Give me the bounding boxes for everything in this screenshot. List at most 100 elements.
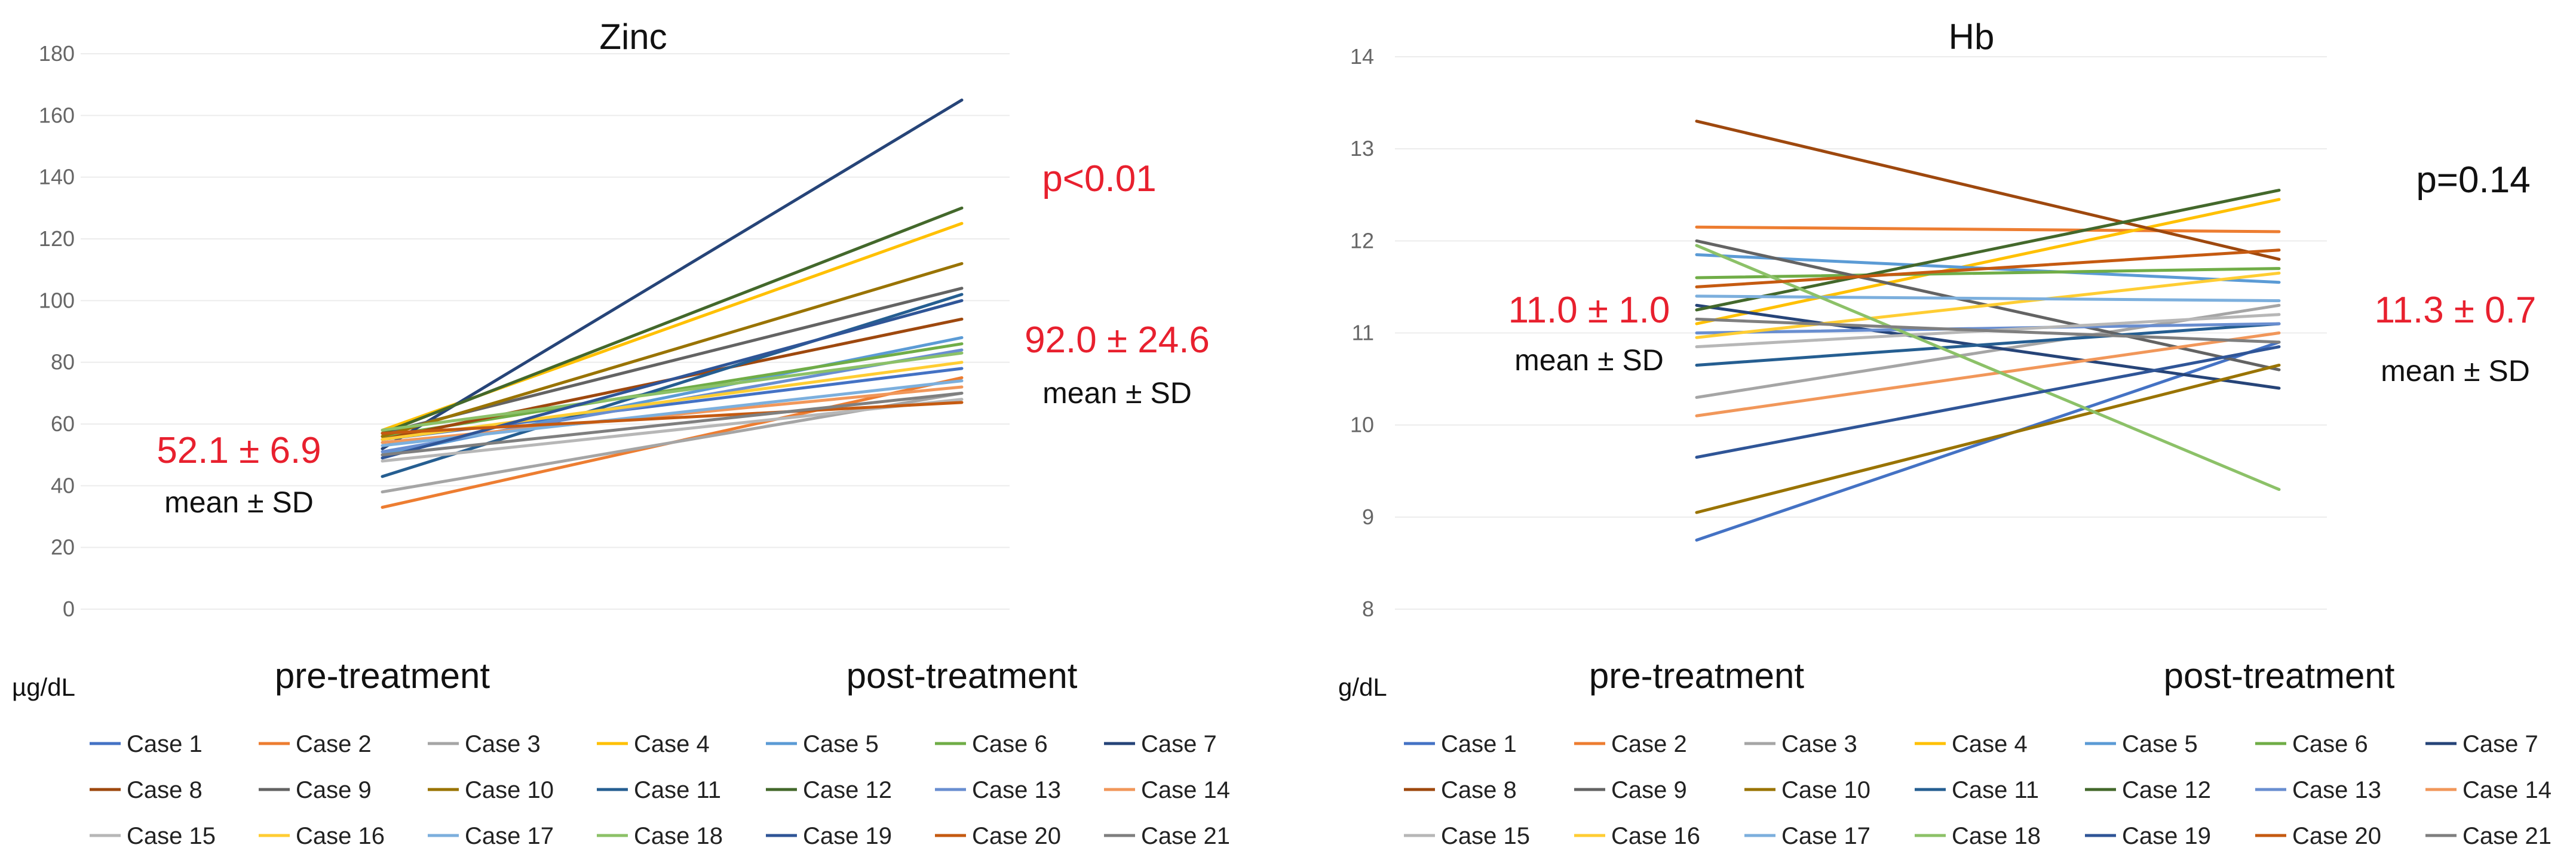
legend-item: Case 6 — [935, 731, 1048, 757]
series-line-case-15 — [381, 398, 964, 463]
series-line-case-4 — [1695, 198, 2281, 325]
legend-label: Case 6 — [2292, 731, 2368, 757]
y-tick-label: 160 — [39, 103, 75, 127]
legend-item: Case 9 — [1574, 777, 1687, 803]
series-line-case-6 — [1695, 267, 2281, 279]
legend-label: Case 5 — [803, 731, 879, 757]
post-mean-sd-value: 11.3 ± 0.7 — [2375, 290, 2537, 331]
legend-label: Case 12 — [2122, 777, 2211, 803]
legend-label: Case 14 — [1141, 777, 1230, 803]
post-mean-sd-label: mean ± SD — [2381, 354, 2530, 388]
legend-item: Case 9 — [259, 777, 372, 803]
chart-title: Zinc — [599, 17, 667, 57]
legend-label: Case 7 — [2462, 731, 2538, 757]
y-tick-label: 80 — [51, 350, 75, 374]
legend-item: Case 21 — [2425, 823, 2552, 849]
legend-item: Case 21 — [1104, 823, 1230, 849]
legend-item: Case 8 — [1404, 777, 1517, 803]
legend-item: Case 5 — [766, 731, 879, 757]
series-line-case-21 — [1695, 317, 2281, 344]
legend-label: Case 3 — [1781, 731, 1857, 757]
legend-label: Case 18 — [634, 823, 723, 849]
pre-mean-sd-label: mean ± SD — [1514, 343, 1664, 377]
legend-label: Case 21 — [2462, 823, 2552, 849]
y-tick-label: 140 — [39, 165, 75, 189]
legend-label: Case 15 — [1441, 823, 1530, 849]
legend-item: Case 10 — [428, 777, 554, 803]
p-value: p<0.01 — [1042, 158, 1156, 199]
legend-item: Case 3 — [428, 731, 541, 757]
series-line-case-7 — [1695, 303, 2281, 390]
legend-item: Case 20 — [2255, 823, 2381, 849]
y-tick-label: 20 — [51, 535, 75, 560]
series-line-case-8 — [1695, 119, 2281, 261]
legend-label: Case 1 — [127, 731, 203, 757]
category-label-post: post-treatment — [2164, 656, 2395, 696]
series-line-case-20 — [1695, 248, 2281, 288]
y-tick-label: 10 — [1350, 413, 1374, 437]
series-line-case-16 — [381, 361, 964, 441]
legend-label: Case 3 — [465, 731, 541, 757]
legend-label: Case 7 — [1141, 731, 1217, 757]
series-line-case-18 — [1695, 244, 2281, 492]
legend-label: Case 9 — [1611, 777, 1687, 803]
legend-item: Case 8 — [90, 777, 203, 803]
series-line-case-14 — [1695, 331, 2281, 417]
series-line-case-18 — [381, 351, 964, 432]
series-line-case-6 — [381, 342, 964, 438]
category-label-post: post-treatment — [847, 656, 1078, 696]
legend-label: Case 9 — [296, 777, 372, 803]
legend-item: Case 15 — [90, 823, 216, 849]
legend-label: Case 1 — [1441, 731, 1517, 757]
series-line-case-21 — [381, 391, 964, 457]
y-tick-label: 120 — [39, 226, 75, 251]
legend-item: Case 18 — [597, 823, 723, 849]
series-line-case-17 — [381, 379, 964, 447]
legend-item: Case 5 — [2085, 731, 2198, 757]
chart-0: Zinc 0 20 40 60 80 100 120 140 160 180 µg/dL pre-tre… — [12, 17, 1230, 849]
y-tick-label: 8 — [1362, 597, 1374, 621]
legend-label: Case 8 — [1441, 777, 1517, 803]
legend-label: Case 10 — [465, 777, 554, 803]
y-axis-unit: g/dL — [1338, 673, 1387, 701]
legend-label: Case 8 — [127, 777, 203, 803]
legend-label: Case 10 — [1781, 777, 1870, 803]
y-tick-label: 0 — [63, 597, 75, 621]
legend-item: Case 17 — [428, 823, 554, 849]
series-line-case-19 — [381, 299, 964, 460]
legend-label: Case 17 — [465, 823, 554, 849]
y-tick-label: 12 — [1350, 228, 1374, 253]
pre-mean-sd-label: mean ± SD — [164, 486, 314, 519]
legend-label: Case 12 — [803, 777, 892, 803]
legend-label: Case 2 — [296, 731, 372, 757]
legend-label: Case 19 — [803, 823, 892, 849]
category-label-pre: pre-treatment — [275, 656, 490, 696]
legend-item: Case 19 — [2085, 823, 2211, 849]
series-line-case-17 — [1695, 294, 2281, 303]
legend-label: Case 11 — [1952, 777, 2039, 803]
legend-item: Case 12 — [766, 777, 892, 803]
legend-item: Case 7 — [2425, 731, 2538, 757]
legend-item: Case 4 — [597, 731, 710, 757]
legend-item: Case 11 — [1915, 777, 2039, 803]
series-line-case-19 — [1695, 345, 2281, 459]
legend-item: Case 3 — [1744, 731, 1857, 757]
legend-label: Case 2 — [1611, 731, 1687, 757]
legend-label: Case 15 — [127, 823, 216, 849]
category-label-pre: pre-treatment — [1589, 656, 1804, 696]
y-axis-unit: µg/dL — [12, 673, 75, 701]
post-mean-sd-value: 92.0 ± 24.6 — [1025, 320, 1210, 361]
y-tick-label: 14 — [1350, 44, 1374, 69]
legend-label: Case 16 — [296, 823, 385, 849]
legend-item: Case 16 — [1574, 823, 1700, 849]
series-line-case-20 — [381, 401, 964, 435]
legend-item: Case 7 — [1104, 731, 1217, 757]
series-line-case-2 — [1695, 225, 2281, 234]
y-tick-label: 13 — [1350, 136, 1374, 161]
legend-item: Case 13 — [935, 777, 1061, 803]
pre-mean-sd-value: 11.0 ± 1.0 — [1508, 290, 1670, 331]
legend-label: Case 11 — [634, 777, 721, 803]
legend-item: Case 16 — [259, 823, 385, 849]
series-line-case-10 — [381, 262, 964, 438]
